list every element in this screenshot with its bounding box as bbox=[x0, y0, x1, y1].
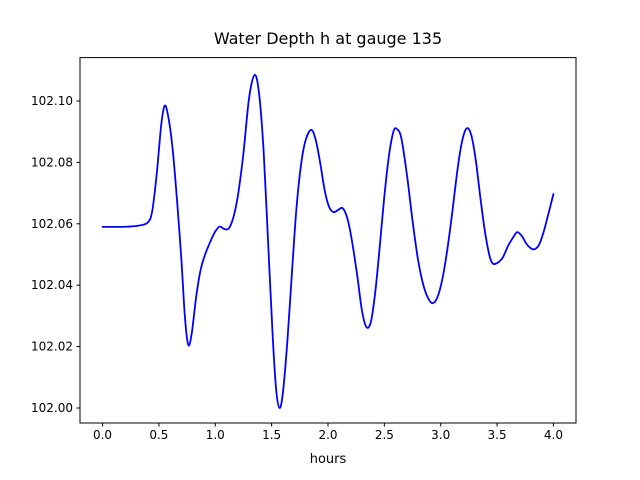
x-tick-label: 1.0 bbox=[206, 428, 225, 442]
y-tick-label: 102.02 bbox=[31, 340, 73, 354]
y-tick-label: 102.06 bbox=[31, 217, 73, 231]
x-tick-label: 0.0 bbox=[93, 428, 112, 442]
data-curve bbox=[101, 74, 555, 409]
x-tick-label: 0.5 bbox=[149, 428, 168, 442]
x-tick-label: 2.5 bbox=[375, 428, 394, 442]
y-tick-label: 102.04 bbox=[31, 278, 73, 292]
x-tick-label: 3.5 bbox=[488, 428, 507, 442]
x-tick-label: 1.5 bbox=[262, 428, 281, 442]
y-tick-label: 102.10 bbox=[31, 94, 73, 108]
chart-title: Water Depth h at gauge 135 bbox=[213, 29, 443, 48]
y-tick-label: 102.00 bbox=[31, 401, 73, 415]
y-tick-label: 102.08 bbox=[31, 155, 73, 169]
axes-spines bbox=[79, 57, 577, 424]
x-axis-label: hours bbox=[309, 452, 347, 467]
x-tick-label: 3.0 bbox=[431, 428, 450, 442]
x-tick-label: 4.0 bbox=[544, 428, 563, 442]
x-tick-label: 2.0 bbox=[318, 428, 337, 442]
